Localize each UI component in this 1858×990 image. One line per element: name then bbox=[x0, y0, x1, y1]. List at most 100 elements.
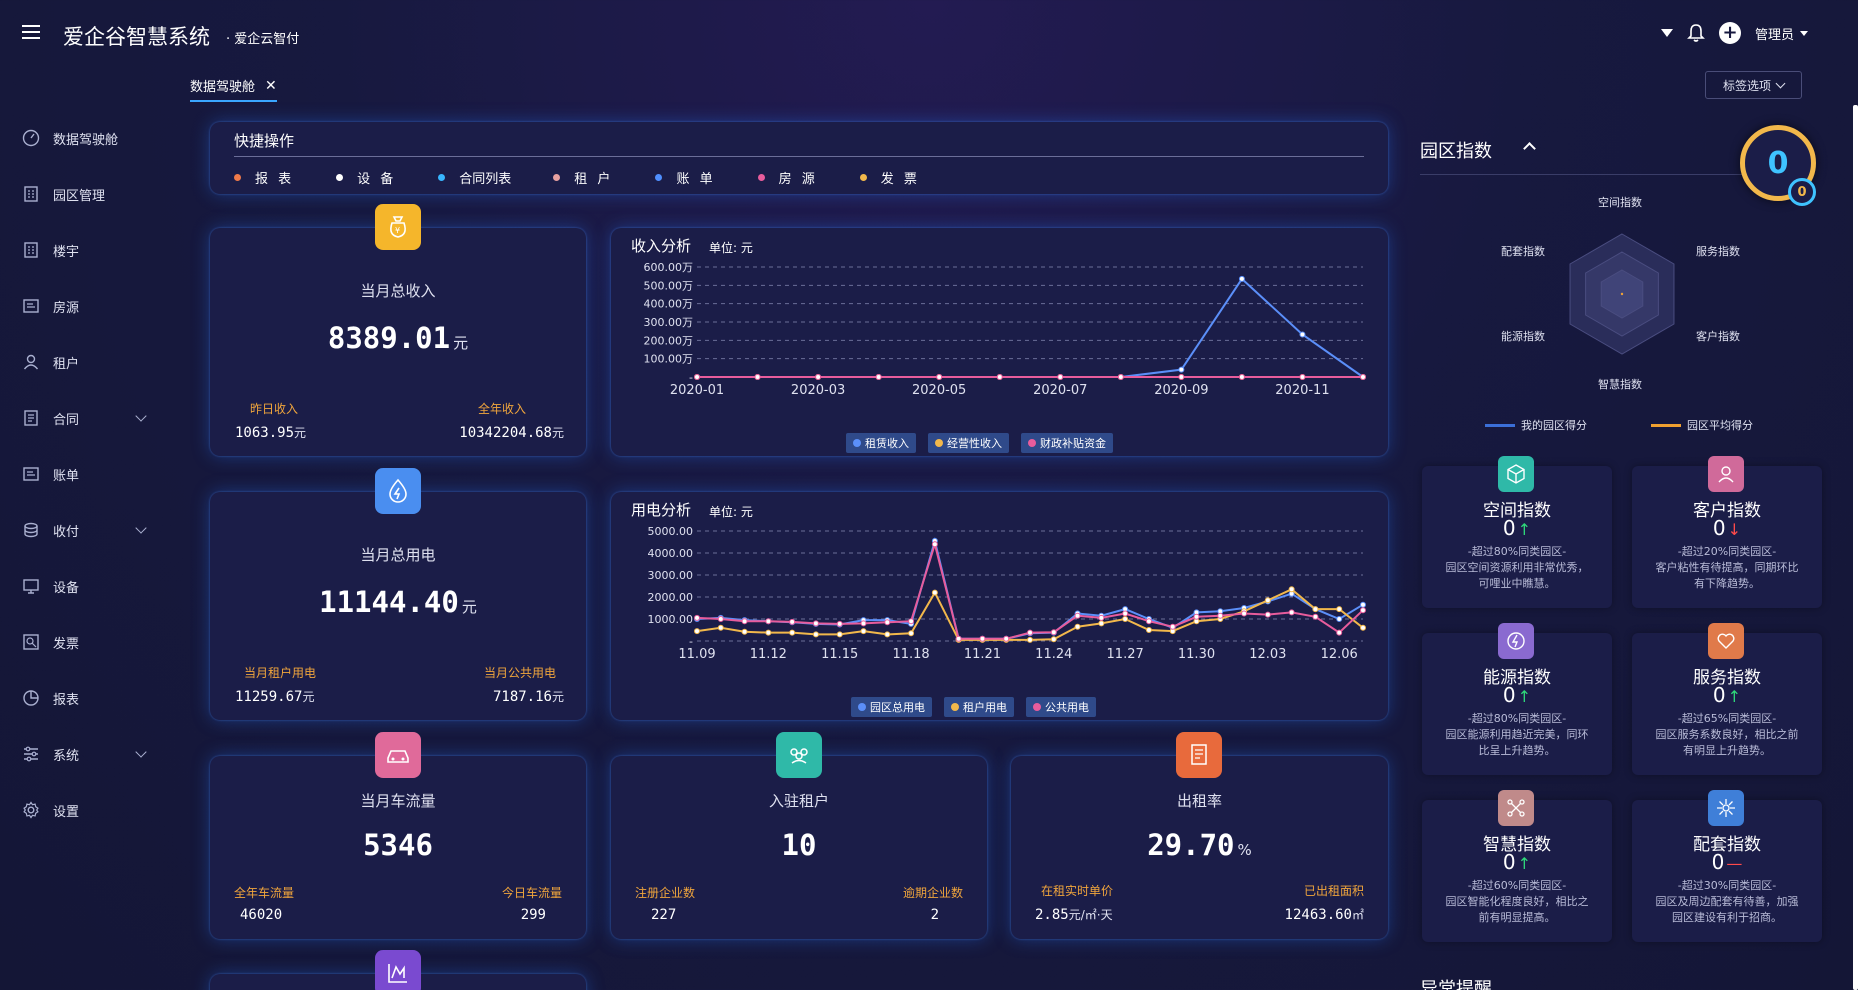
tab-dashboard[interactable]: 数据驾驶舱 ✕ bbox=[190, 76, 277, 102]
add-icon[interactable]: + bbox=[1718, 22, 1741, 44]
legend-dot-icon bbox=[951, 703, 959, 711]
sidebar-item-settings[interactable]: 设置 bbox=[0, 782, 160, 838]
index-card-service[interactable]: 服务指数 0 ↑ -超过65%同类园区- 园区服务系数良好，相比之前 有明显上升趋… bbox=[1632, 623, 1822, 775]
data-point bbox=[1264, 611, 1271, 618]
sidebar-item-system[interactable]: 系统 bbox=[0, 726, 160, 782]
income-chart-panel: 收入分析 单位: 元 600.00万 500.00万 400.00万 300.00万 2… bbox=[611, 228, 1388, 456]
overdue-label: 逾期企业数 bbox=[902, 886, 963, 900]
index-card-smart[interactable]: 智慧指数 0 ↑ -超过60%同类园区- 园区智能化程度良好，相比之 前有明显提高… bbox=[1422, 790, 1612, 942]
user-menu[interactable]: 管理员 bbox=[1755, 24, 1808, 43]
building-icon bbox=[22, 241, 40, 259]
dropdown-icon[interactable] bbox=[1660, 29, 1673, 37]
legend-item[interactable]: 财政补贴资金 bbox=[1021, 433, 1113, 453]
index-value: 0 ↑ bbox=[1632, 683, 1822, 707]
sidebar-item-contracts[interactable]: 合同 bbox=[0, 390, 160, 446]
index-number: 0 bbox=[1502, 850, 1516, 874]
legend-item[interactable]: 租户用电 bbox=[944, 697, 1014, 717]
index-card-energy[interactable]: 能源指数 0 ↑ -超过80%同类园区- 园区能源利用趋近完美，同环 比呈上升趋势… bbox=[1422, 623, 1612, 775]
y-tick-label: 5000.00 bbox=[648, 525, 694, 538]
legend-item[interactable]: 园区总用电 bbox=[851, 697, 932, 717]
legend-item[interactable]: 经营性收入 bbox=[928, 433, 1009, 453]
radar-axis-label: 空间指数 bbox=[1598, 196, 1642, 209]
tag-select-label: 标签选项 bbox=[1722, 78, 1771, 93]
unit-label: % bbox=[1237, 841, 1252, 859]
x-tick-label: 2020-09 bbox=[1154, 383, 1208, 398]
index-card-customer[interactable]: 客户指数 0 ↓ -超过20%同类园区- 客户粘性有待提高，同期环比 有下降趋势。 bbox=[1632, 456, 1822, 608]
quick-item-rooms[interactable]: 房 源 bbox=[757, 168, 818, 187]
sidebar-item-payments[interactable]: 收付 bbox=[0, 502, 160, 558]
sidebar-item-park[interactable]: 园区管理 bbox=[0, 166, 160, 222]
chevron-down-icon bbox=[135, 410, 147, 422]
close-icon[interactable]: ✕ bbox=[265, 77, 277, 94]
sidebar-item-label: 园区管理 bbox=[53, 188, 106, 204]
income-label: 当月总收入 bbox=[360, 282, 436, 300]
index-value: 0 ↑ bbox=[1422, 516, 1612, 540]
quick-item-contracts[interactable]: 合同列表 bbox=[438, 168, 511, 187]
quick-item-invoices[interactable]: 发 票 bbox=[859, 168, 920, 187]
radar-legend-item[interactable]: 我的园区得分 bbox=[1485, 417, 1587, 433]
data-point bbox=[1217, 612, 1224, 619]
income-number: 8389.01 bbox=[327, 321, 451, 355]
gear-icon bbox=[22, 801, 40, 819]
legend-item[interactable]: 公共用电 bbox=[1026, 697, 1096, 717]
data-point bbox=[955, 635, 962, 642]
data-point bbox=[1336, 606, 1343, 613]
sidebar-item-rooms[interactable]: 房源 bbox=[0, 278, 160, 334]
data-point bbox=[1074, 623, 1081, 630]
sidebar-item-tenants[interactable]: 租户 bbox=[0, 334, 160, 390]
power-chart-panel: 用电分析 单位: 元 5000.00 4000.00 3000.00 2000.00 1… bbox=[611, 492, 1388, 720]
sidebar-item-reports[interactable]: 报表 bbox=[0, 670, 160, 726]
y-tick-label: 400.00万 bbox=[644, 298, 694, 311]
public-power-number: 7187.16 bbox=[492, 689, 552, 705]
tag-options-select[interactable]: 标签选项 bbox=[1705, 71, 1802, 99]
data-point bbox=[1299, 374, 1306, 380]
radar-point bbox=[1620, 292, 1624, 296]
yesterday-income-value: 1063.95元 bbox=[235, 424, 306, 441]
menu-toggle-icon[interactable] bbox=[22, 25, 40, 39]
chevron-up-icon[interactable] bbox=[1523, 142, 1536, 155]
radar-legend-item[interactable]: 园区平均得分 bbox=[1651, 417, 1753, 433]
data-point bbox=[1057, 374, 1064, 380]
index-card-space[interactable]: 空间指数 0 ↑ -超过80%同类园区- 园区空间资源利用非常优秀， 可哩业中瞧慧… bbox=[1422, 456, 1612, 608]
network-icon bbox=[1498, 790, 1534, 826]
group-icon bbox=[776, 732, 822, 778]
invoice-icon bbox=[22, 633, 40, 651]
sidebar-item-building[interactable]: 楼宇 bbox=[0, 222, 160, 278]
chevron-down-icon bbox=[135, 522, 147, 534]
index-name: 客户指数 bbox=[1693, 501, 1761, 521]
park-score-small-badge: 0 bbox=[1788, 178, 1816, 206]
sidebar-item-invoices[interactable]: 发票 bbox=[0, 614, 160, 670]
legend-item[interactable]: 租赁收入 bbox=[846, 433, 916, 453]
data-point bbox=[1050, 636, 1057, 643]
index-card-facilities[interactable]: 配套指数 0— -超过30%同类园区- 园区及周边配套有待善，加强 园区建设有利… bbox=[1632, 790, 1822, 942]
tenants-value: 10 bbox=[781, 828, 817, 862]
sidebar-item-bills[interactable]: 账单 bbox=[0, 446, 160, 502]
legend-dot-icon bbox=[1028, 439, 1036, 447]
traffic-label: 当月车流量 bbox=[360, 792, 436, 810]
data-point bbox=[1003, 635, 1010, 642]
x-tick-label: 11.09 bbox=[678, 647, 715, 662]
radar-axis-label: 智慧指数 bbox=[1598, 378, 1642, 391]
quick-item-label: 房 源 bbox=[778, 172, 818, 187]
contract-icon bbox=[1176, 732, 1222, 778]
scrollbar[interactable] bbox=[1853, 105, 1858, 990]
data-point bbox=[931, 589, 938, 596]
chart-unit: 单位: 元 bbox=[709, 505, 753, 519]
arrow-down-icon: ↓ bbox=[1727, 520, 1742, 539]
sidebar: 数据驾驶舱 园区管理 楼宇 房源 租户 合同 账单 收付 设备 发票 报表 bbox=[0, 110, 160, 838]
user-name: 管理员 bbox=[1754, 27, 1794, 43]
unit-label: 元 bbox=[461, 598, 477, 616]
sidebar-item-label: 报表 bbox=[53, 692, 80, 708]
data-point bbox=[1336, 616, 1343, 622]
sidebar-item-dashboard[interactable]: 数据驾驶舱 bbox=[0, 110, 160, 166]
quick-item-bills[interactable]: 账 单 bbox=[655, 168, 715, 187]
x-tick-label: 11.24 bbox=[1035, 647, 1072, 662]
quick-item-reports[interactable]: 报 表 bbox=[234, 168, 294, 187]
quick-item-tenants[interactable]: 租 户 bbox=[553, 168, 613, 187]
quick-item-devices[interactable]: 设 备 bbox=[336, 168, 396, 187]
data-point bbox=[1117, 374, 1124, 380]
sidebar-item-devices[interactable]: 设备 bbox=[0, 558, 160, 614]
bell-icon[interactable] bbox=[1687, 23, 1705, 43]
y-tick-label: 1000.00 bbox=[648, 613, 694, 626]
x-tick-label: 12.03 bbox=[1249, 647, 1286, 662]
